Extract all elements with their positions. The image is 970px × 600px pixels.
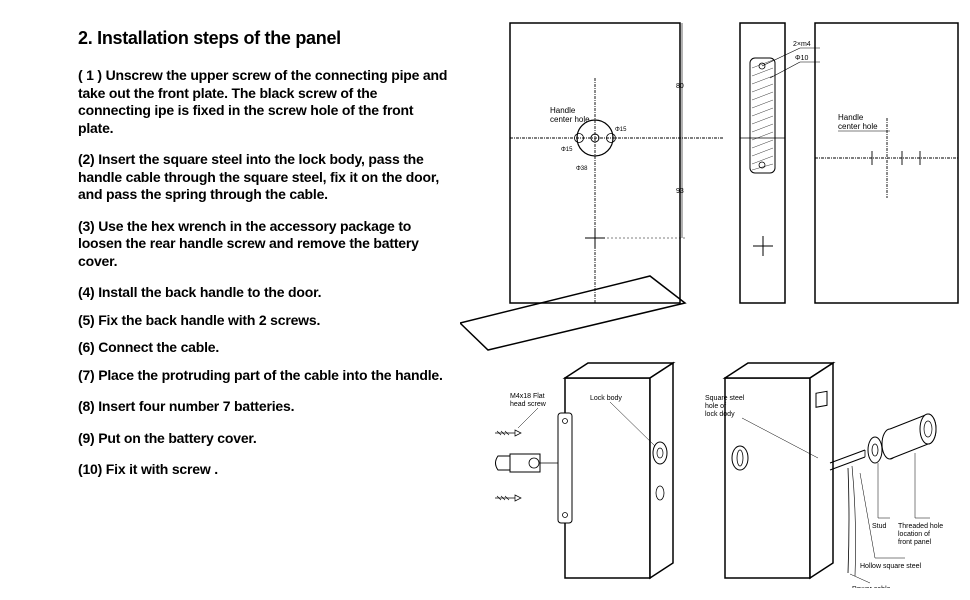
svg-text:2×m4: 2×m4 <box>793 41 811 48</box>
step-4: (4) Install the back handle to the door. <box>78 284 448 302</box>
svg-text:Φ10: Φ10 <box>795 55 808 62</box>
svg-text:Handle: Handle <box>550 106 576 115</box>
step-5: (5) Fix the back handle with 2 screws. <box>78 312 448 330</box>
svg-text:M4x18 Flat: M4x18 Flat <box>510 393 545 400</box>
svg-text:head screw: head screw <box>510 401 547 408</box>
svg-text:Φ38: Φ38 <box>576 166 588 172</box>
svg-text:center hole: center hole <box>550 115 590 124</box>
svg-text:93: 93 <box>676 188 684 195</box>
svg-text:location of: location of <box>898 531 930 538</box>
svg-text:lock dody: lock dody <box>705 411 735 418</box>
step-9: (9) Put on the battery cover. <box>78 430 448 448</box>
section-title: 2. Installation steps of the panel <box>78 28 448 49</box>
svg-text:Handle: Handle <box>838 113 864 122</box>
svg-text:Square steel: Square steel <box>705 395 745 402</box>
svg-text:center hole: center hole <box>838 122 878 131</box>
step-6: (6) Connect the cable. <box>78 339 448 357</box>
top-panel-3: Handle center hole <box>815 23 958 303</box>
step-7: (7) Place the protruding part of the cab… <box>78 367 448 385</box>
svg-text:Φ15: Φ15 <box>561 147 573 153</box>
svg-text:Power cable: Power cable <box>852 586 891 588</box>
svg-text:front panel: front panel <box>898 539 932 546</box>
step-2: (2) Insert the square steel into the loc… <box>78 151 448 204</box>
svg-text:Threaded hole: Threaded hole <box>898 523 943 530</box>
svg-text:Φ15: Φ15 <box>615 127 627 133</box>
svg-text:80: 80 <box>676 83 684 90</box>
step-10: (10) Fix it with screw . <box>78 461 448 479</box>
step-3: (3) Use the hex wrench in the accessory … <box>78 218 448 271</box>
step-1: ( 1 ) Unscrew the upper screw of the con… <box>78 67 448 137</box>
bottom-assembly: M4x18 Flat head screw Lock body Square s… <box>495 363 943 588</box>
top-panel-2: 2×m4 Φ10 <box>740 23 820 303</box>
svg-text:Hollow square steel: Hollow square steel <box>860 563 922 570</box>
svg-text:Lock body: Lock body <box>590 395 622 402</box>
installation-diagram: Handle center hole Φ15 Φ15 Φ38 80 93 <box>460 18 960 588</box>
top-panel-1: Handle center hole Φ15 Φ15 Φ38 80 93 <box>460 23 724 350</box>
step-8: (8) Insert four number 7 batteries. <box>78 398 448 416</box>
svg-text:Stud: Stud <box>872 523 887 530</box>
svg-text:hole of: hole of <box>705 403 726 410</box>
